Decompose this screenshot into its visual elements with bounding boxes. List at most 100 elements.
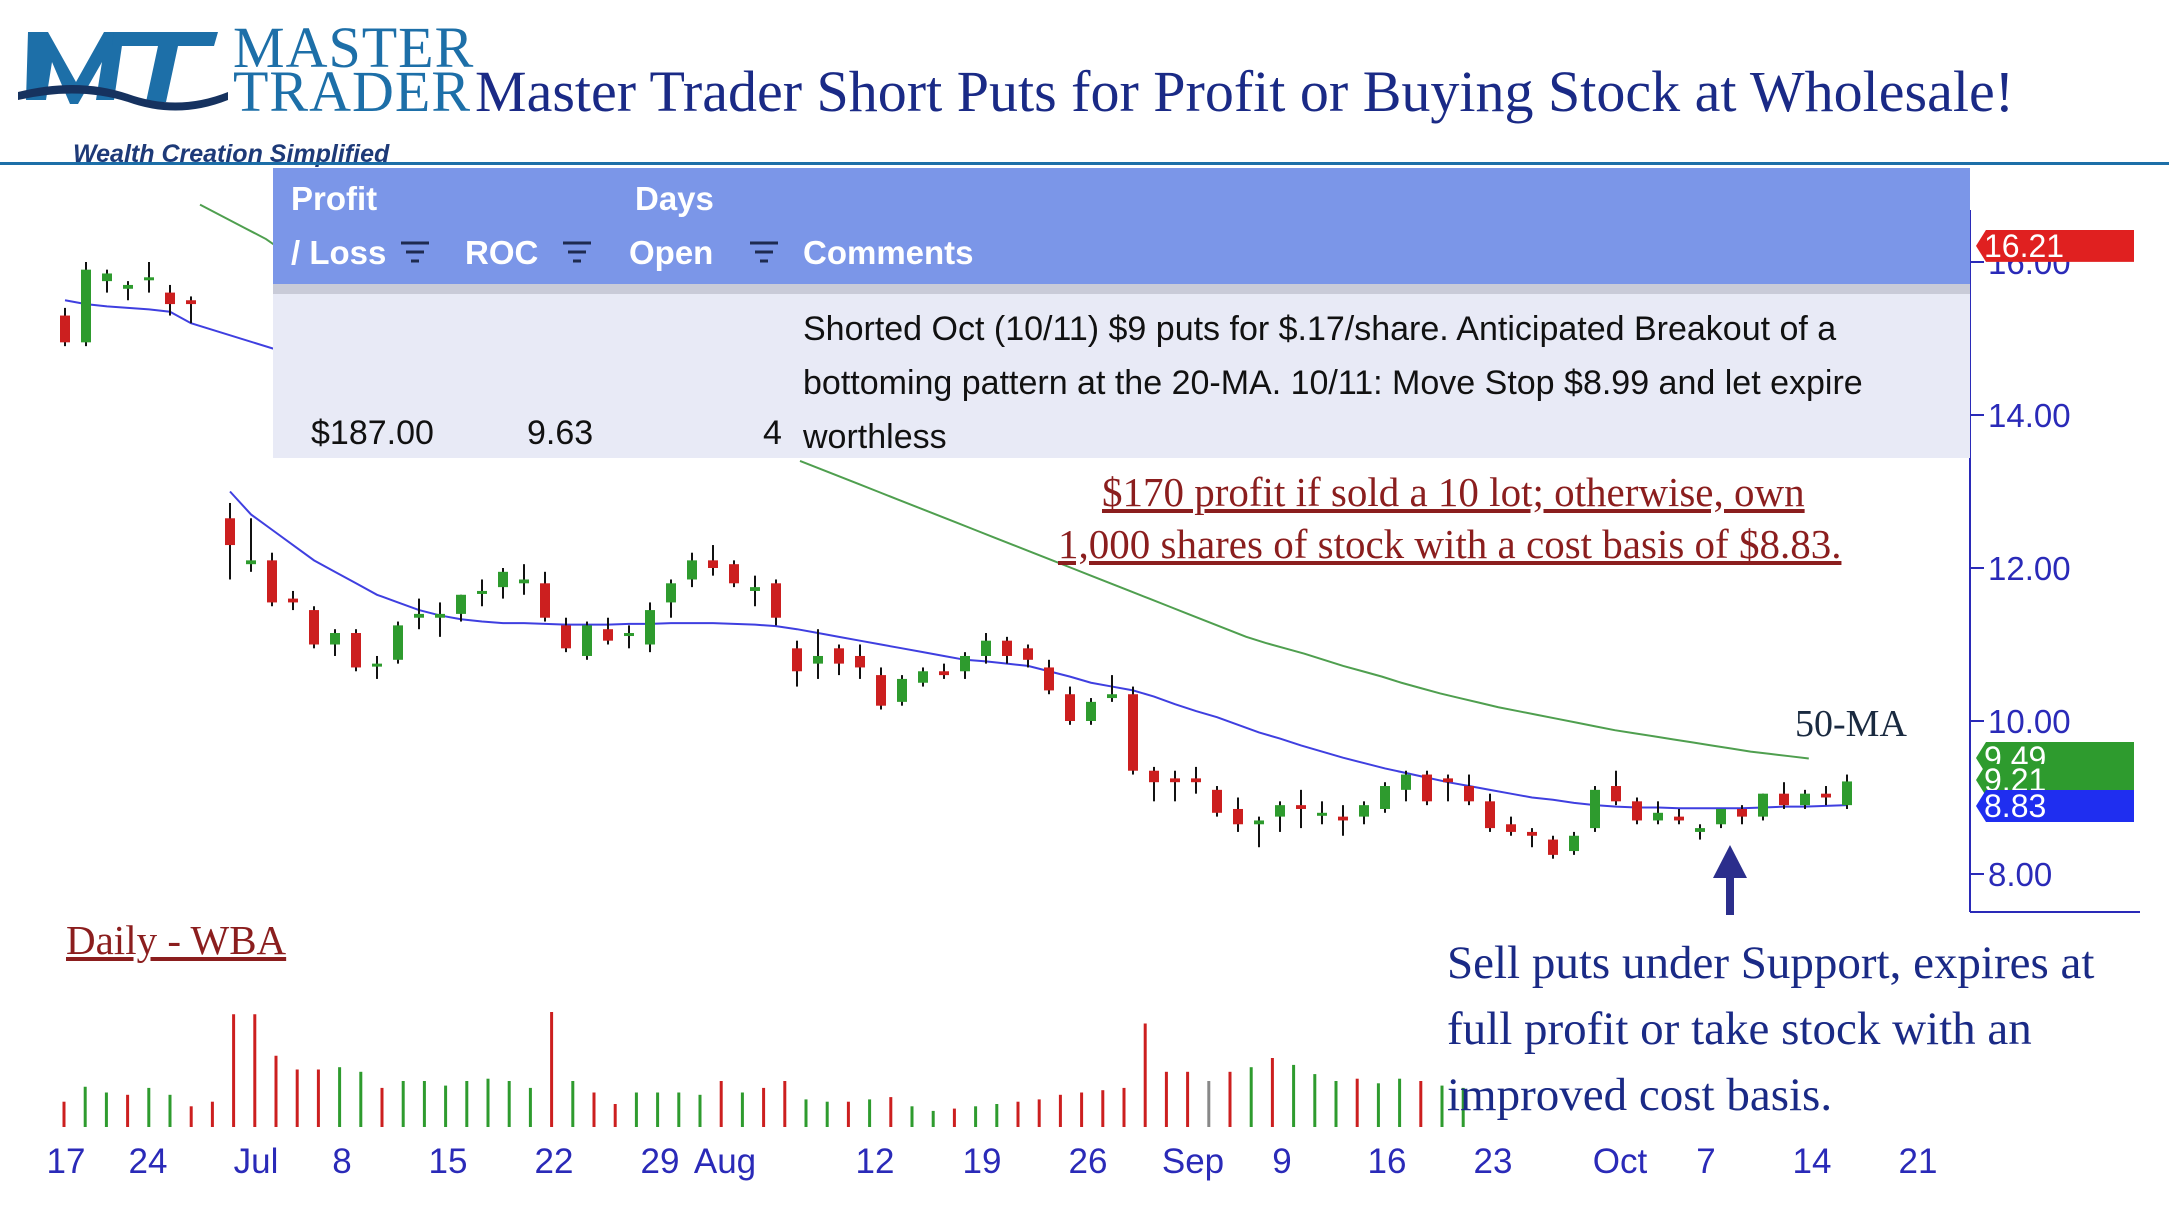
candle-body bbox=[60, 315, 70, 343]
arrow-head-icon bbox=[1713, 845, 1747, 878]
filter-icon[interactable] bbox=[561, 240, 593, 266]
candle-body bbox=[330, 633, 340, 645]
candle-body bbox=[498, 571, 508, 588]
candle-body bbox=[372, 663, 382, 667]
candle-body bbox=[1737, 808, 1747, 817]
candle-body bbox=[435, 613, 445, 618]
cell-roc: 9.63 bbox=[527, 414, 594, 452]
candle-body bbox=[1653, 812, 1663, 821]
candle-body bbox=[1149, 770, 1159, 783]
candle-body bbox=[1842, 781, 1852, 806]
candle-body bbox=[1695, 828, 1705, 832]
candle-body bbox=[309, 610, 319, 645]
candle-body bbox=[1527, 831, 1537, 836]
candle-body bbox=[1443, 778, 1453, 783]
ma20-segment bbox=[229, 490, 1848, 810]
x-tick-label: 9 bbox=[1272, 1142, 1291, 1181]
candle-body bbox=[1233, 808, 1243, 825]
candle-body bbox=[918, 671, 928, 683]
trade-table-header: Profit / Loss ROC Days Open Comments bbox=[273, 168, 1970, 294]
col-profit-line1: Profit bbox=[291, 180, 378, 217]
candle-body bbox=[1716, 808, 1726, 825]
candle-body bbox=[855, 655, 865, 668]
candle-body bbox=[561, 625, 571, 649]
x-tick-label: Jul bbox=[234, 1142, 279, 1181]
candle-body bbox=[1380, 786, 1390, 809]
candle-body bbox=[1548, 839, 1558, 855]
candles bbox=[60, 262, 1852, 859]
x-tick-label: 26 bbox=[1069, 1142, 1108, 1181]
x-tick-label: 15 bbox=[429, 1142, 468, 1181]
x-tick-label: 21 bbox=[1899, 1142, 1938, 1181]
cell-profit-loss: $187.00 bbox=[311, 414, 434, 452]
col-days-line1: Days bbox=[635, 180, 714, 217]
candle-body bbox=[624, 633, 634, 637]
candle-body bbox=[1212, 789, 1222, 813]
entry-arrow bbox=[1713, 845, 1747, 915]
candle-body bbox=[1821, 793, 1831, 798]
logo-word-master: MASTER bbox=[233, 15, 475, 80]
candle-body bbox=[729, 564, 739, 584]
candle-body bbox=[792, 648, 802, 672]
candle-body bbox=[1023, 648, 1033, 660]
candle-body bbox=[1359, 805, 1369, 817]
candle-body bbox=[1296, 805, 1306, 809]
x-tick-label: 7 bbox=[1696, 1142, 1715, 1181]
x-tick-label: 23 bbox=[1474, 1142, 1513, 1181]
candle-body bbox=[1590, 789, 1600, 829]
candle-body bbox=[645, 610, 655, 645]
candle-body bbox=[1422, 774, 1432, 802]
candle-body bbox=[981, 640, 991, 656]
profit-note-line1: $170 profit if sold a 10 lot; otherwise,… bbox=[1102, 469, 1805, 515]
candle-body bbox=[666, 583, 676, 603]
header-separator bbox=[273, 284, 1970, 294]
filter-icon[interactable] bbox=[399, 240, 431, 266]
candle-body bbox=[1107, 694, 1117, 699]
candle-body bbox=[1128, 694, 1138, 771]
x-tick-label: 12 bbox=[856, 1142, 895, 1181]
candle-body bbox=[687, 560, 697, 580]
candle-body bbox=[1632, 801, 1642, 821]
candle-body bbox=[540, 583, 550, 618]
ma50-label: 50-MA bbox=[1795, 703, 1907, 745]
arrow-shaft bbox=[1726, 875, 1734, 915]
candle-body bbox=[186, 300, 196, 305]
price-tag-8-83: 8.83 bbox=[1976, 790, 2134, 822]
candle-body bbox=[1044, 667, 1054, 691]
candle-body bbox=[1065, 694, 1075, 721]
profit-note-line2: 1,000 shares of stock with a cost basis … bbox=[1058, 521, 1842, 567]
candle-body bbox=[960, 655, 970, 672]
x-tick-label: 8 bbox=[332, 1142, 351, 1181]
x-tick-label: 29 bbox=[641, 1142, 680, 1181]
filter-icon[interactable] bbox=[748, 240, 780, 266]
candle-body bbox=[102, 273, 112, 282]
chart-label: Daily - WBA bbox=[66, 917, 287, 963]
candle-body bbox=[1191, 778, 1201, 783]
col-comments-label: Comments bbox=[803, 234, 974, 271]
cell-comments: Shorted Oct (10/11) $9 puts for $.17/sha… bbox=[803, 310, 1863, 456]
candle-body bbox=[519, 579, 529, 584]
price-tag-16-21: 16.21 bbox=[1976, 229, 2134, 262]
x-tick-label: 14 bbox=[1793, 1142, 1832, 1181]
candle-body bbox=[477, 590, 487, 594]
candle-body bbox=[1485, 801, 1495, 829]
candle-body bbox=[1338, 816, 1348, 821]
x-tick-label: Aug bbox=[694, 1142, 756, 1181]
x-tick-label: 16 bbox=[1368, 1142, 1407, 1181]
candle-body bbox=[603, 629, 613, 641]
candle-body bbox=[288, 598, 298, 603]
date-axis: 17 24 Jul 8 15 22 29 Aug 12 19 26 Sep 9 16 23 Oct 7 14 21 bbox=[47, 1142, 1938, 1181]
candle-body bbox=[876, 675, 886, 706]
candle-body bbox=[123, 284, 133, 289]
y-tick-label: 10.00 bbox=[1988, 703, 2071, 740]
x-tick-label: 19 bbox=[963, 1142, 1002, 1181]
support-callout: Sell puts under Support, expires at full… bbox=[1447, 937, 2095, 1121]
candle-body bbox=[1611, 786, 1621, 802]
candle-body bbox=[165, 292, 175, 305]
candle-body bbox=[834, 648, 844, 664]
volume-bars bbox=[62, 1012, 1465, 1127]
candle-body bbox=[1464, 786, 1474, 802]
candle-body bbox=[456, 594, 466, 614]
candle-body bbox=[1254, 820, 1264, 825]
